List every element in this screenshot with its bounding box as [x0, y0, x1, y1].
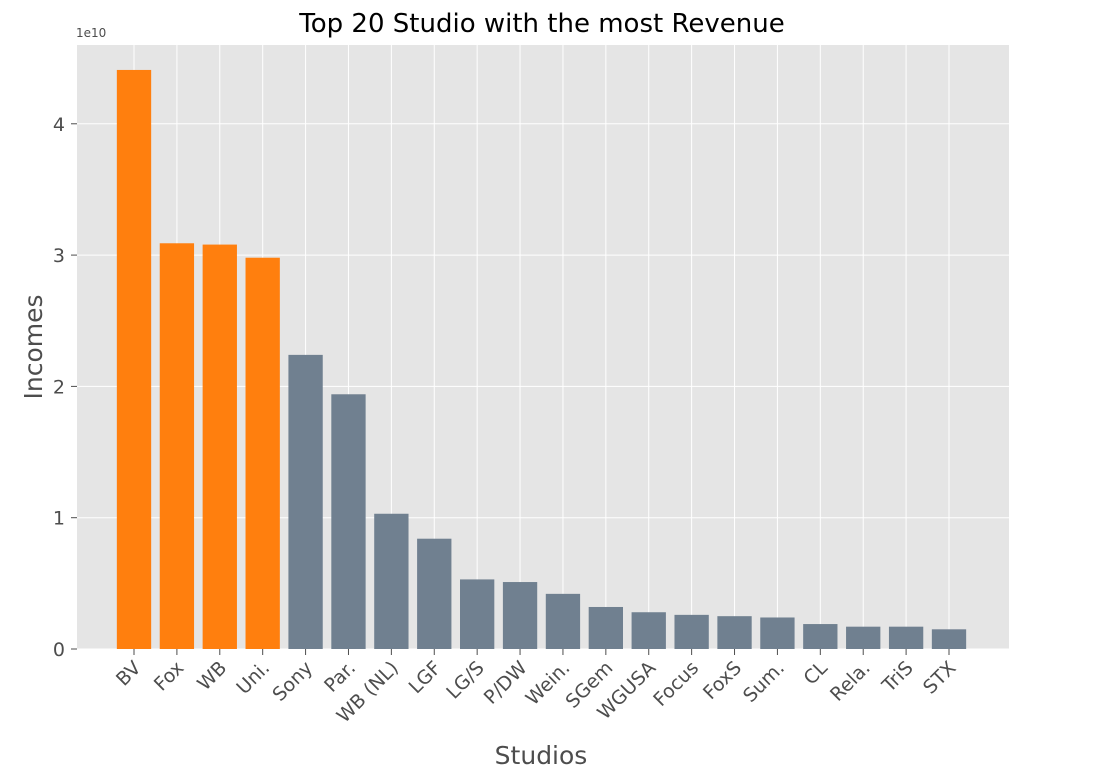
x-tick-label: Sony	[268, 657, 317, 706]
y-axis-label: Incomes	[19, 294, 48, 399]
x-tick-label: FoxS	[699, 657, 746, 704]
y-tick-label: 2	[53, 376, 65, 398]
x-tick-label: CL	[799, 657, 832, 690]
y-axis-offset-label: 1e10	[76, 26, 106, 40]
x-tick-label: WB	[193, 657, 231, 695]
bar	[931, 629, 967, 649]
y-tick-label: 3	[53, 245, 65, 267]
bar	[159, 243, 195, 649]
bar	[460, 579, 495, 649]
bar	[374, 513, 409, 649]
x-tick-label: TriS	[877, 657, 917, 697]
x-tick-label: LGF	[405, 657, 446, 698]
bar	[245, 257, 280, 649]
bar	[674, 614, 709, 649]
bar	[717, 616, 752, 649]
x-tick-label: Uni.	[232, 657, 274, 699]
bar	[545, 593, 581, 649]
bar	[417, 538, 452, 649]
x-tick-label: Fox	[150, 657, 189, 696]
bar	[631, 612, 666, 649]
x-tick-label: Rela.	[826, 657, 875, 706]
x-tick-label: STX	[919, 657, 960, 698]
bar	[331, 394, 366, 649]
bar	[502, 582, 538, 649]
y-tick-label: 1	[53, 508, 65, 530]
x-tick-label: BV	[112, 657, 146, 691]
bar	[803, 624, 838, 649]
bar	[888, 626, 924, 649]
x-tick-label: Sum.	[739, 657, 789, 707]
y-tick-label: 0	[53, 639, 65, 661]
x-tick-label: P/DW	[480, 657, 532, 709]
bar	[116, 69, 152, 650]
bar	[588, 606, 623, 649]
bar	[288, 354, 323, 649]
bar	[846, 626, 881, 649]
chart-title: Top 20 Studio with the most Revenue	[298, 9, 784, 39]
x-axis-ticks: BV Fox WB Uni.Sony Par.WB (NL) LGFLG/SP/DWWei…	[112, 649, 961, 727]
y-axis-ticks: 0 1 2 3 4	[53, 114, 77, 661]
bar	[760, 617, 795, 649]
x-tick-label: Focus	[649, 657, 703, 711]
x-axis-label: Studios	[495, 741, 588, 770]
bars-group	[116, 69, 967, 650]
y-tick-label: 4	[53, 114, 65, 136]
bar	[202, 244, 237, 649]
